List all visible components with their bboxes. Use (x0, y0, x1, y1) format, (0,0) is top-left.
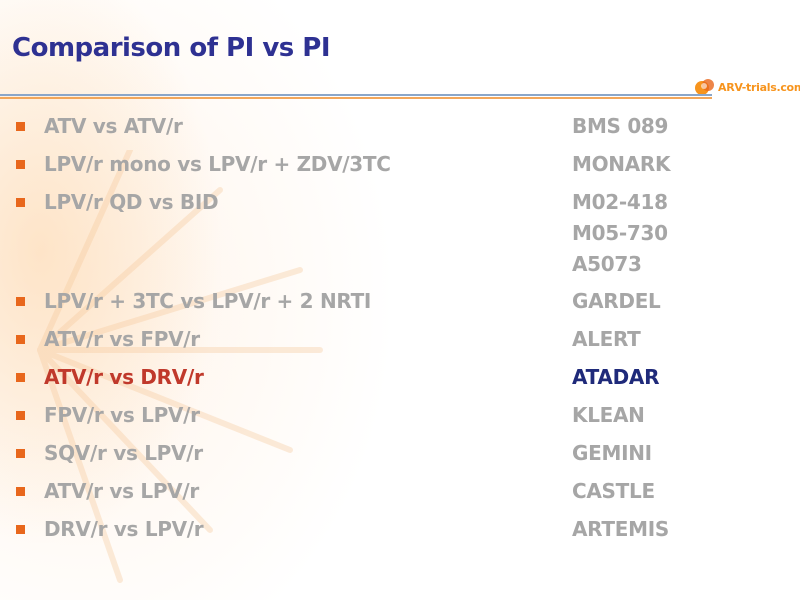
comparison-label: LPV/r + 3TC vs LPV/r + 2 NRTI (44, 289, 372, 313)
list-item: LPV/r QD vs BID M02-418 M05-730 A5073 (0, 189, 800, 279)
study-name: ALERT (572, 327, 641, 351)
bullet-icon (16, 160, 25, 169)
list-item: ATV/r vs FPV/r ALERT (0, 326, 800, 356)
comparison-label: SQV/r vs LPV/r (44, 441, 203, 465)
study-name: GARDEL (572, 289, 661, 313)
bullet-icon (16, 122, 25, 131)
study-name: M02-418 (572, 190, 668, 214)
list-item: LPV/r mono vs LPV/r + ZDV/3TC MONARK (0, 151, 800, 181)
study-name: ARTEMIS (572, 517, 669, 541)
list-item: ATV/r vs LPV/r CASTLE (0, 478, 800, 508)
comparison-label: ATV/r vs LPV/r (44, 479, 199, 503)
arv-trials-logo: ARV-trials.com (694, 76, 800, 98)
list-item: LPV/r + 3TC vs LPV/r + 2 NRTI GARDEL (0, 288, 800, 318)
list-item-highlighted: ATV/r vs DRV/r ATADAR (0, 364, 800, 394)
background-rays-decoration (37, 150, 323, 583)
bullet-icon (16, 411, 25, 420)
study-name: CASTLE (572, 479, 655, 503)
comparison-label: ATV vs ATV/r (44, 114, 183, 138)
bullet-icon (16, 198, 25, 207)
bullet-icon (16, 449, 25, 458)
study-name: GEMINI (572, 441, 652, 465)
list-item: DRV/r vs LPV/r ARTEMIS (0, 516, 800, 546)
comparison-label: LPV/r mono vs LPV/r + ZDV/3TC (44, 152, 391, 176)
bullet-icon (16, 335, 25, 344)
comparison-label: ATV/r vs DRV/r (44, 365, 204, 389)
slide-title: Comparison of PI vs PI (12, 33, 331, 63)
comparison-label: LPV/r QD vs BID (44, 190, 219, 214)
bullet-icon (16, 297, 25, 306)
bullet-icon (16, 373, 25, 382)
list-item: ATV vs ATV/r BMS 089 (0, 113, 800, 143)
logo-mark-icon (695, 79, 714, 95)
study-name: MONARK (572, 152, 671, 176)
comparison-label: ATV/r vs FPV/r (44, 327, 200, 351)
bullet-icon (16, 525, 25, 534)
comparison-label: DRV/r vs LPV/r (44, 517, 204, 541)
title-divider-orange (0, 97, 712, 99)
study-name: A5073 (572, 252, 642, 276)
list-item: FPV/r vs LPV/r KLEAN (0, 402, 800, 432)
study-name: KLEAN (572, 403, 645, 427)
study-name: ATADAR (572, 365, 660, 389)
title-divider-blue (0, 94, 712, 96)
bullet-icon (16, 487, 25, 496)
logo-text: ARV-trials.com (718, 80, 800, 94)
list-item: SQV/r vs LPV/r GEMINI (0, 440, 800, 470)
comparison-label: FPV/r vs LPV/r (44, 403, 200, 427)
study-name: BMS 089 (572, 114, 669, 138)
study-name: M05-730 (572, 221, 668, 245)
